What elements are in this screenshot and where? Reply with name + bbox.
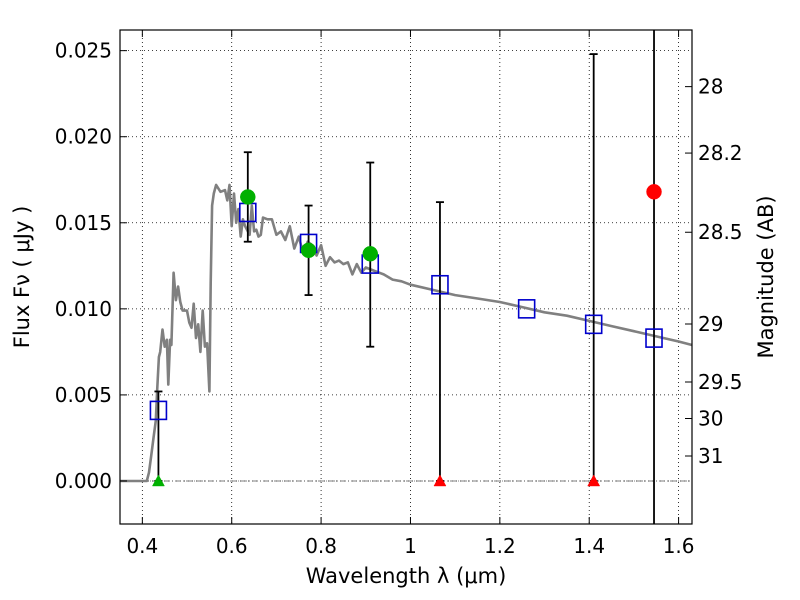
y-tick-label: 0.010 bbox=[55, 297, 112, 321]
x-tick-label: 0.4 bbox=[126, 534, 158, 558]
observed-flux-markers bbox=[240, 184, 662, 262]
x-axis-title: Wavelength λ (μm) bbox=[306, 564, 507, 588]
observed-flux-point bbox=[300, 242, 317, 259]
observed-flux-point bbox=[646, 184, 662, 200]
y-tick-label: 0.025 bbox=[55, 39, 112, 63]
y-axis-title: Flux Fν ( μJy ) bbox=[10, 206, 34, 349]
upper-limit-triangle bbox=[433, 474, 447, 487]
model-photometry-square bbox=[584, 314, 603, 335]
x-tick-label: 1.6 bbox=[663, 534, 695, 558]
observed-flux-point bbox=[240, 189, 256, 205]
model-spectrum-line bbox=[120, 183, 693, 483]
y-tick-label: 0.015 bbox=[55, 211, 112, 235]
right-tick-label: 28 bbox=[698, 75, 723, 99]
x-axis-ticks: 0.4 0.6 0.8 1 1.2 1.4 1.6 bbox=[126, 30, 695, 558]
x-tick-label: 0.6 bbox=[216, 534, 248, 558]
model-spectrum bbox=[120, 183, 693, 483]
observed-flux-point bbox=[362, 246, 378, 262]
right-tick-label: 29.5 bbox=[698, 370, 743, 394]
right-axis-title: Magnitude (AB) bbox=[754, 195, 778, 358]
model-photometry-square bbox=[149, 400, 168, 421]
upper-limit-triangle bbox=[152, 474, 165, 487]
x-tick-label: 1.4 bbox=[573, 534, 605, 558]
y-axis-ticks: 0.000 0.005 0.010 0.015 0.020 0.025 bbox=[55, 39, 127, 493]
model-photometry-square bbox=[645, 328, 663, 348]
grid-lines bbox=[120, 30, 692, 524]
error-bars bbox=[154, 30, 655, 524]
x-tick-label: 1.2 bbox=[484, 534, 516, 558]
y-tick-label: 0.000 bbox=[55, 469, 112, 493]
right-tick-label: 30 bbox=[698, 406, 723, 430]
model-photometry-square bbox=[517, 299, 536, 319]
plot-frame bbox=[119, 29, 693, 525]
right-axis-ticks: 28 28.2 28.5 29 29.5 30 31 bbox=[685, 75, 743, 468]
right-tick-label: 31 bbox=[698, 444, 723, 468]
right-tick-label: 28.2 bbox=[698, 141, 743, 165]
model-photometry-markers bbox=[149, 202, 663, 421]
y-tick-label: 0.020 bbox=[55, 125, 112, 149]
right-tick-label: 29 bbox=[698, 312, 723, 336]
upper-limit-markers bbox=[152, 474, 601, 487]
upper-limit-triangle bbox=[587, 474, 601, 487]
x-tick-label: 0.8 bbox=[305, 534, 337, 558]
right-tick-label: 28.5 bbox=[698, 220, 743, 244]
x-tick-label: 1 bbox=[404, 534, 417, 558]
y-tick-label: 0.005 bbox=[55, 383, 112, 407]
model-photometry-square bbox=[431, 274, 449, 295]
